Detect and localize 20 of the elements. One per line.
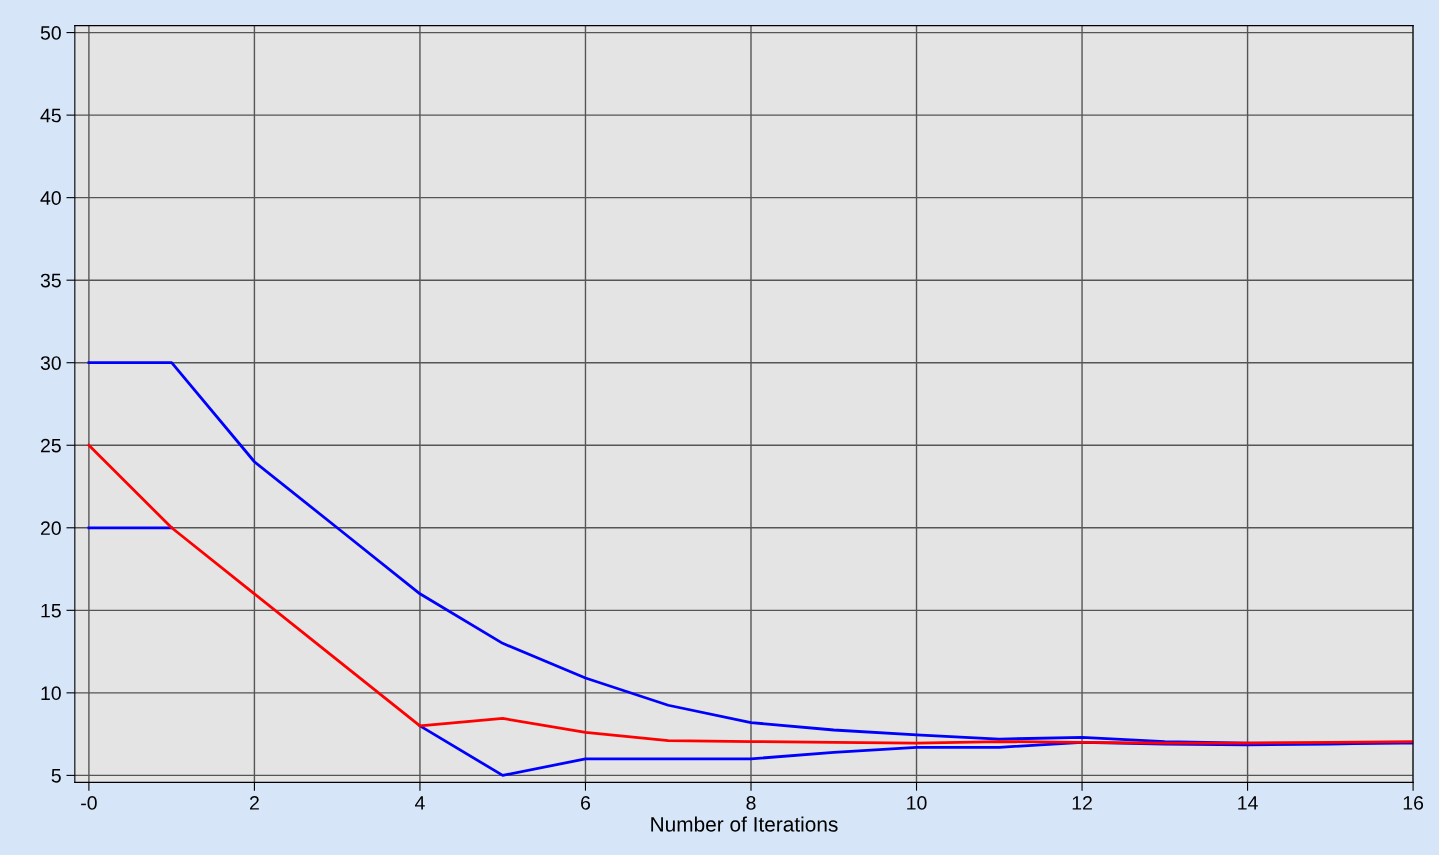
y-tick-label: 15 (41, 603, 61, 618)
y-tick-label: 25 (40, 438, 61, 453)
x-tick-label: 4 (414, 796, 425, 810)
y-tick-label: 35 (40, 273, 61, 288)
y-tick-label: 30 (40, 356, 61, 370)
x-tick-label: 2 (249, 796, 259, 810)
x-tick-label: 16 (1403, 796, 1424, 810)
x-tick-label: 8 (746, 796, 756, 810)
y-tick-label: 40 (40, 191, 61, 205)
y-tick-label: 20 (40, 521, 61, 536)
y-tick-label: 45 (40, 108, 61, 123)
x-tick-label: 12 (1072, 796, 1092, 810)
y-tick-label: 50 (40, 26, 61, 40)
x-axis-title: Number of Iterations (651, 816, 838, 832)
x-tick-label: 10 (907, 796, 927, 810)
x-tick-label: 14 (1238, 796, 1258, 810)
x-tick-label: 6 (581, 796, 591, 810)
y-tick-label: 10 (41, 686, 61, 701)
x-tick-label: -0 (81, 796, 97, 810)
y-tick-label: 5 (51, 769, 61, 783)
